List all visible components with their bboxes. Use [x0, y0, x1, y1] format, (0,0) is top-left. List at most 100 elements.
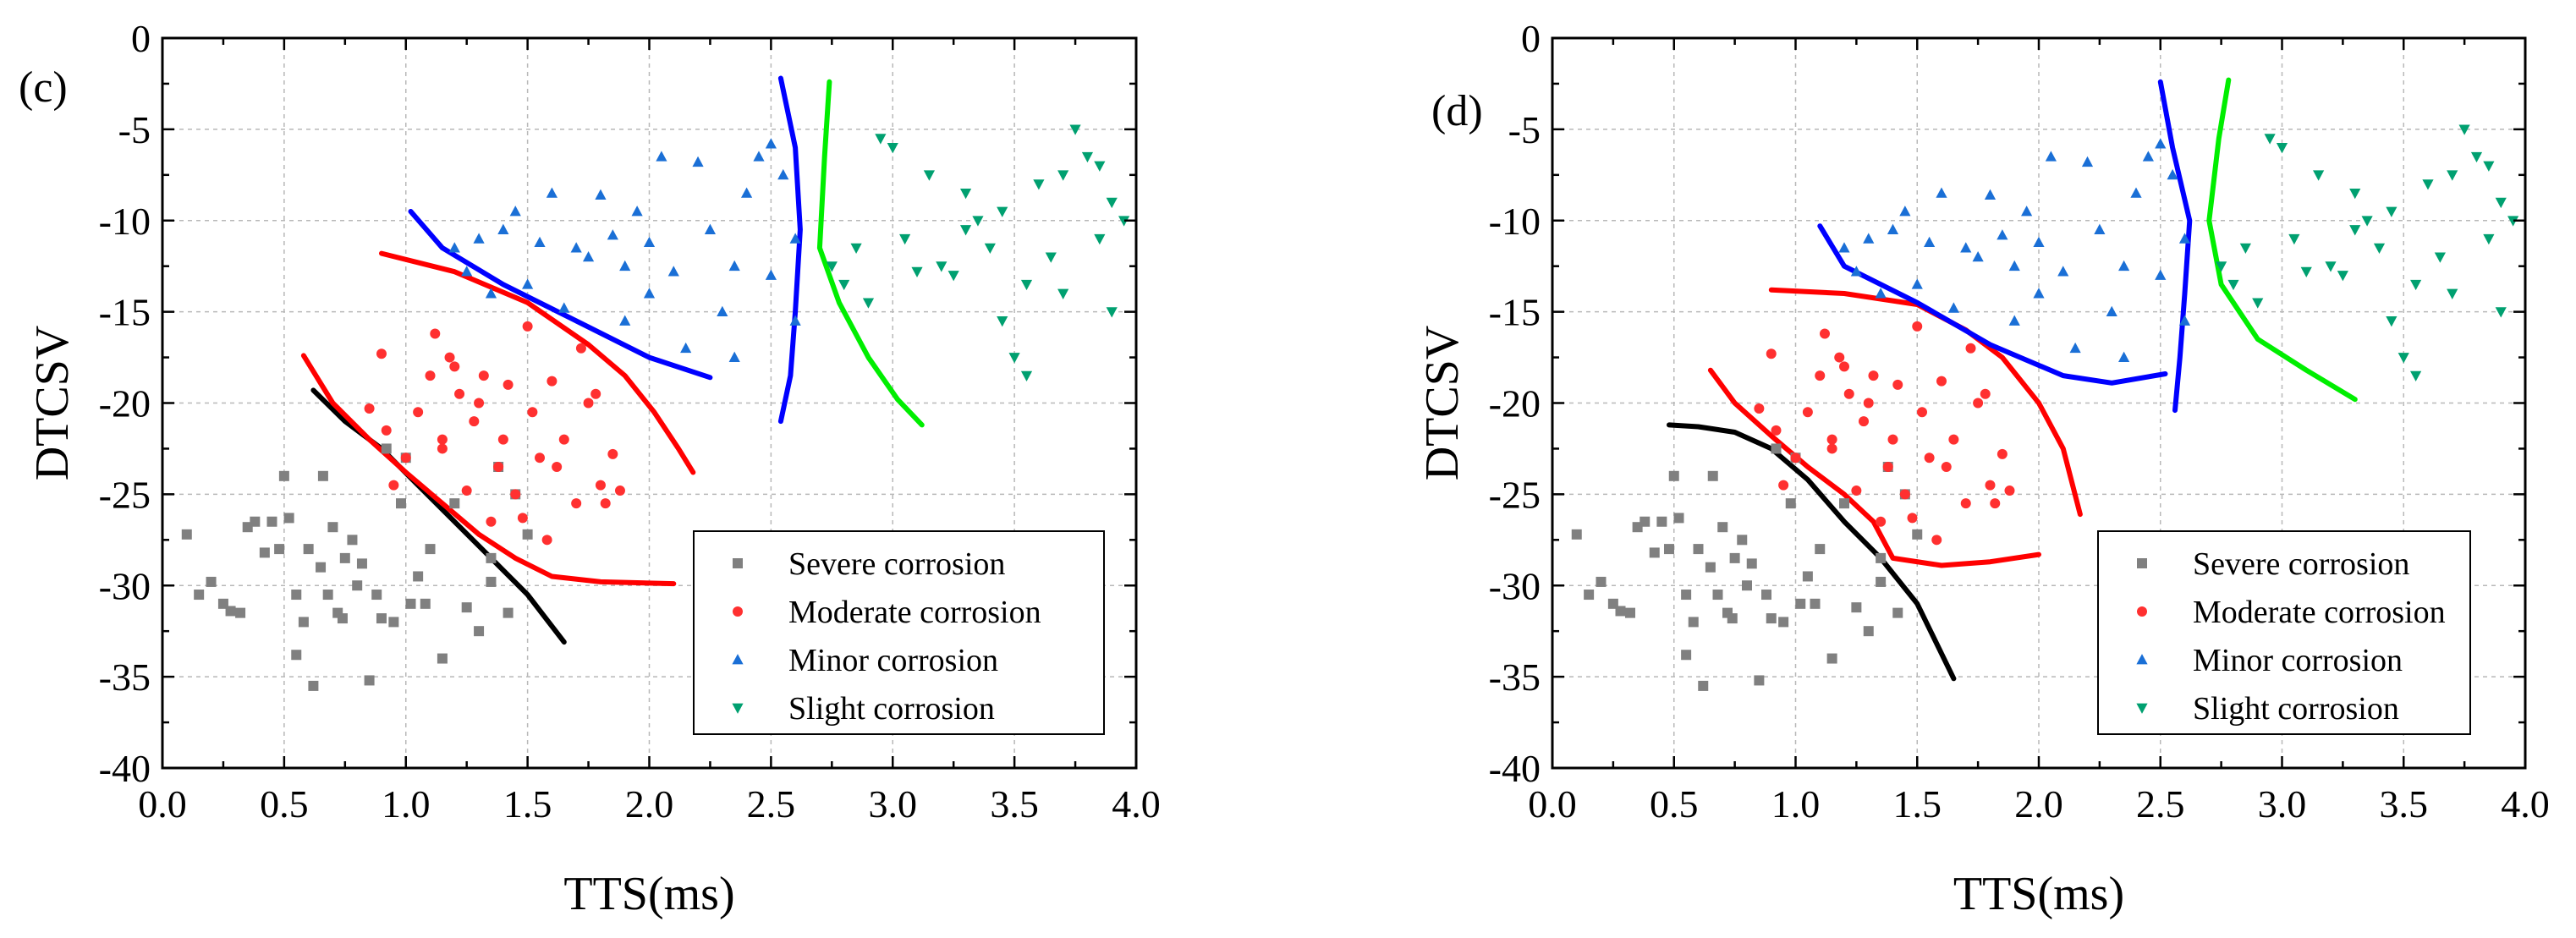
data-point	[1795, 598, 1806, 609]
data-point	[1754, 403, 1765, 414]
data-point	[1850, 266, 1862, 277]
data-point	[2130, 187, 2142, 198]
data-point	[291, 650, 302, 661]
data-point	[1584, 590, 1595, 601]
data-point	[448, 242, 460, 253]
data-point	[2276, 143, 2288, 154]
data-point	[534, 236, 546, 248]
legend-marker-moderate	[2137, 606, 2147, 617]
data-point	[850, 243, 862, 255]
data-point	[527, 407, 538, 418]
legend-label-minor: Minor corrosion	[788, 643, 998, 678]
boundary-curve	[379, 250, 696, 475]
boundary-curve	[2206, 77, 2358, 403]
data-point	[364, 675, 375, 686]
data-point	[2483, 233, 2495, 245]
x-tick-label: 3.5	[990, 782, 1039, 826]
data-point	[600, 498, 611, 509]
data-point	[2033, 288, 2045, 299]
data-point	[2483, 161, 2495, 172]
boundary-curve	[816, 79, 925, 428]
boundary-curve	[1667, 422, 1957, 682]
data-point	[1754, 675, 1765, 686]
data-point	[235, 607, 246, 618]
data-point	[717, 305, 728, 317]
data-point	[181, 529, 192, 540]
y-tick-label: -5	[1508, 108, 1541, 151]
data-point	[1843, 388, 1854, 399]
data-point	[474, 626, 485, 637]
data-point	[2081, 156, 2094, 167]
data-point	[1681, 590, 1692, 601]
data-point	[1839, 361, 1849, 372]
data-point	[250, 516, 261, 527]
data-point	[1766, 613, 1777, 624]
data-point	[1664, 544, 1674, 555]
data-point	[838, 279, 850, 291]
data-point	[1826, 443, 1837, 454]
x-tick-label: 1.5	[1893, 782, 1942, 826]
data-point	[1973, 398, 1984, 409]
data-point	[1069, 124, 1081, 135]
data-point	[1681, 650, 1692, 661]
x-axis-label: TTS(ms)	[563, 868, 734, 920]
legend-label-moderate: Moderate corrosion	[788, 595, 1041, 630]
data-point	[1984, 189, 1997, 200]
data-point	[1008, 353, 1020, 364]
scatter-points	[1571, 124, 2519, 691]
data-point	[308, 680, 319, 691]
x-tick-label: 1.0	[1771, 782, 1821, 826]
data-point	[590, 388, 601, 399]
data-point	[1997, 229, 2008, 240]
data-point	[1737, 535, 1748, 546]
data-point	[607, 448, 618, 459]
data-point	[430, 328, 441, 339]
boundary-curve	[408, 209, 713, 381]
data-point	[376, 613, 387, 624]
data-point	[1965, 343, 1976, 354]
data-point	[1790, 453, 1801, 464]
data-point	[947, 271, 959, 282]
data-point	[474, 398, 485, 409]
data-point	[425, 544, 436, 555]
data-point	[1876, 576, 1887, 587]
data-point	[692, 156, 704, 167]
data-point	[2004, 485, 2015, 496]
panel-label-d: (d)	[1431, 87, 1483, 135]
data-point	[984, 243, 996, 255]
data-point	[2470, 151, 2483, 163]
data-point	[959, 188, 972, 200]
data-point	[1668, 470, 1679, 481]
data-point	[2167, 168, 2178, 180]
data-point	[1863, 233, 1875, 244]
data-point	[614, 485, 625, 496]
data-point	[2155, 269, 2167, 280]
data-point	[2373, 243, 2386, 255]
data-point	[2142, 151, 2154, 162]
data-point	[503, 379, 514, 390]
data-point	[1810, 598, 1821, 609]
data-point	[1882, 462, 1893, 473]
data-point	[478, 370, 489, 381]
x-tick-label: 0.5	[260, 782, 309, 826]
data-point	[2495, 197, 2507, 209]
data-point	[741, 187, 753, 198]
x-tick-label: 3.0	[869, 782, 918, 826]
data-point	[619, 315, 631, 326]
data-point	[547, 376, 557, 387]
legend-marker-minor	[732, 654, 744, 665]
data-point	[1693, 544, 1704, 555]
data-point	[1771, 443, 1782, 454]
grid-lines	[1552, 38, 2525, 768]
data-point	[437, 653, 448, 664]
series-moderate	[364, 321, 625, 546]
panel-label-c: (c)	[19, 63, 68, 112]
data-point	[444, 352, 455, 363]
boundary-curves	[300, 75, 925, 645]
data-point	[1924, 236, 1936, 248]
data-point	[2495, 307, 2507, 318]
data-point	[469, 416, 480, 427]
data-point	[497, 434, 508, 445]
data-point	[1771, 425, 1782, 436]
data-point	[1729, 552, 1740, 563]
